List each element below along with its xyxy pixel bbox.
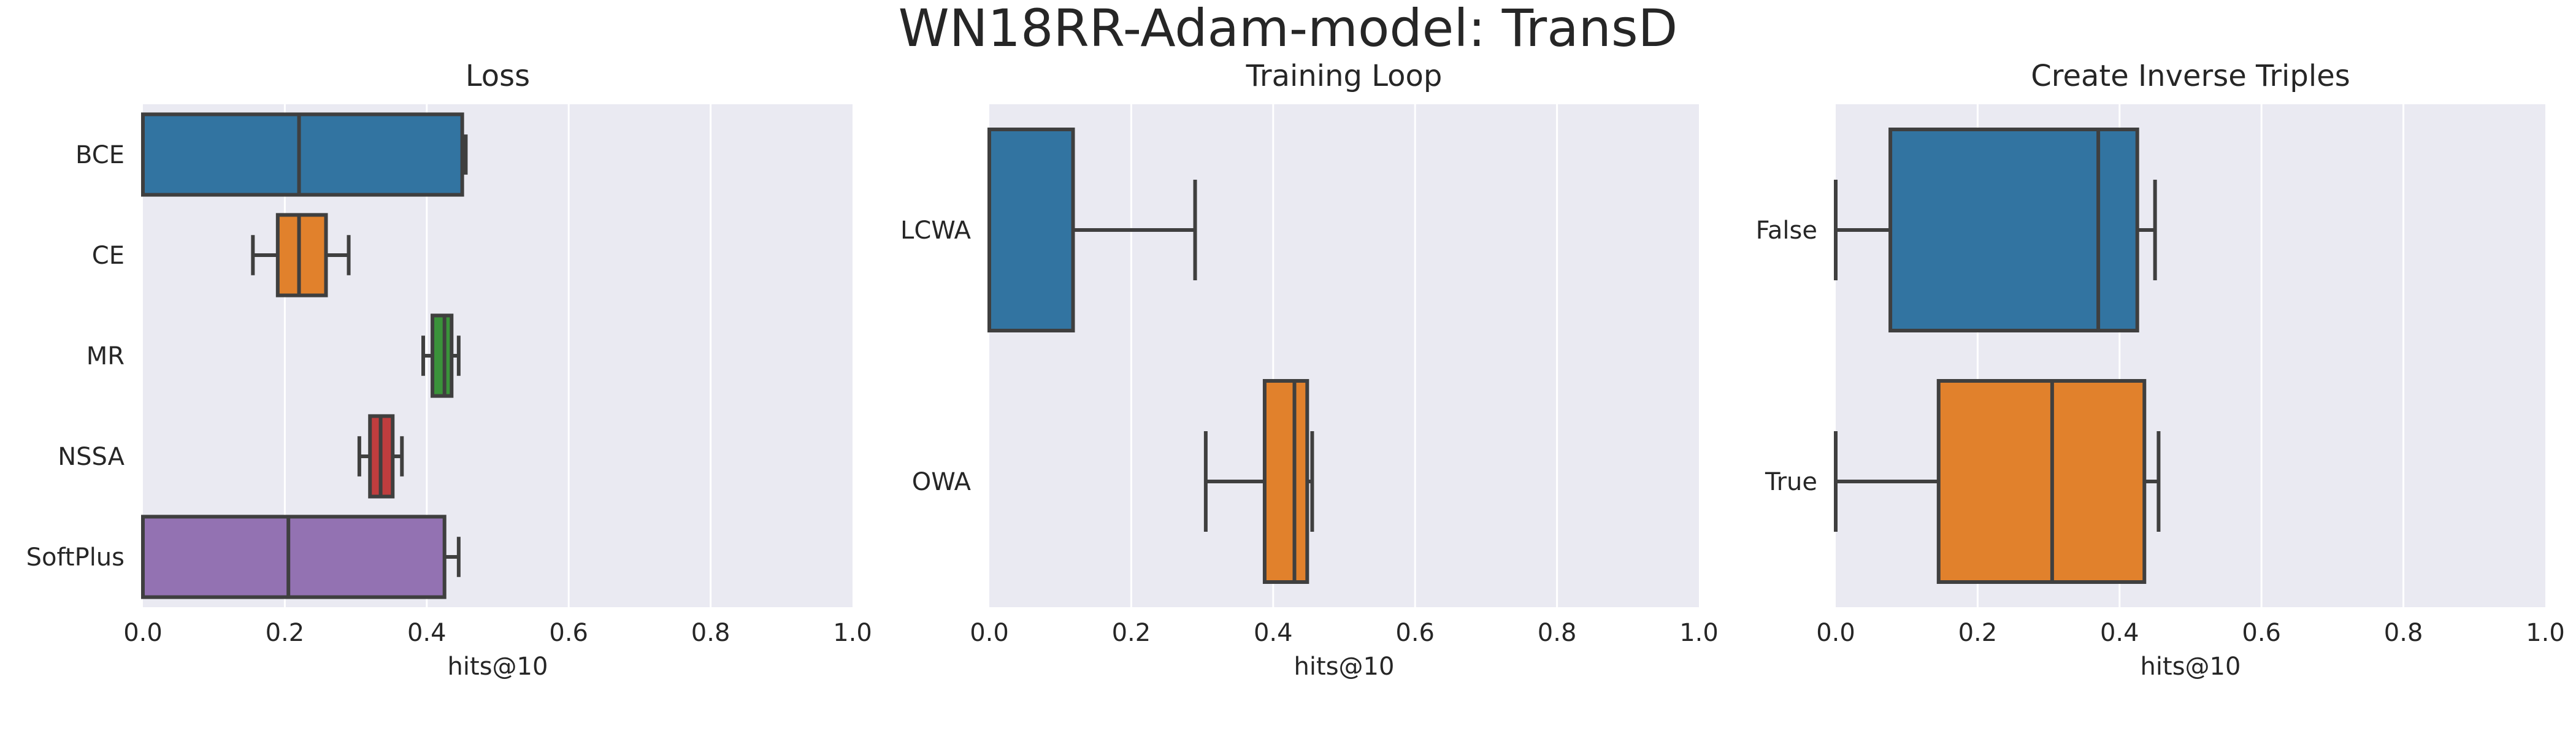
plot-area	[989, 104, 1699, 607]
box-group-mr: MR	[86, 313, 461, 398]
x-tick-label: 0.6	[1395, 619, 1435, 647]
x-tick-label: 0.6	[549, 619, 588, 647]
box-true	[1936, 379, 2147, 584]
box-group-nssa: NSSA	[58, 414, 404, 499]
box-group-bce: BCE	[75, 112, 468, 197]
box-bce	[141, 112, 464, 197]
x-tick-label: 0.0	[1816, 619, 1855, 647]
y-tick-label: OWA	[912, 468, 972, 496]
chart-panel-1: 0.0 0.2 0.4 0.6 0.8 1.0 hits@10 Loss BCE CE MR NSSA…	[26, 59, 872, 681]
box-softplus	[141, 515, 447, 599]
x-tick-label: 0.8	[2384, 619, 2423, 647]
y-tick-label: CE	[92, 242, 125, 270]
box-group-softplus: SoftPlus	[26, 515, 461, 599]
x-tick-label: 0.2	[266, 619, 305, 647]
box-false	[1888, 128, 2139, 332]
chart-panel-2: 0.0 0.2 0.4 0.6 0.8 1.0 hits@10 Training Loop LC…	[900, 59, 1719, 681]
x-tick-label: 0.2	[1112, 619, 1151, 647]
box-lcwa	[987, 128, 1075, 332]
chart-title: Create Inverse Triples	[2031, 59, 2350, 93]
y-tick-label: True	[1765, 468, 1817, 496]
x-tick-label: 1.0	[1679, 619, 1719, 647]
x-tick-label: 0.6	[2242, 619, 2281, 647]
box-mr	[431, 313, 454, 398]
x-tick-label: 0.4	[2100, 619, 2139, 647]
x-tick-label: 0.4	[407, 619, 447, 647]
x-axis-label: hits@10	[448, 653, 548, 681]
x-axis-label: hits@10	[2141, 653, 2241, 681]
x-tick-label: 0.2	[1958, 619, 1998, 647]
box-group-true: True	[1765, 379, 2161, 584]
chart-title: Loss	[466, 59, 530, 93]
x-tick-label: 1.0	[2526, 619, 2565, 647]
y-tick-label: SoftPlus	[26, 543, 125, 572]
box-ce	[275, 213, 328, 297]
y-tick-label: MR	[86, 342, 125, 370]
x-tick-label: 0.8	[691, 619, 730, 647]
chart-title: Training Loop	[1246, 59, 1443, 93]
x-axis-label: hits@10	[1294, 653, 1395, 681]
x-tick-label: 0.0	[123, 619, 163, 647]
panels: 0.0 0.2 0.4 0.6 0.8 1.0 hits@10 Loss BCE CE MR NSSA…	[26, 59, 2565, 681]
y-tick-label: False	[1756, 217, 1817, 245]
box-group-ce: CE	[92, 213, 351, 297]
box-group-false: False	[1756, 128, 2157, 332]
y-tick-label: LCWA	[900, 217, 972, 245]
x-tick-label: 0.4	[1254, 619, 1293, 647]
x-tick-label: 0.8	[1538, 619, 1577, 647]
box-owa	[1262, 379, 1309, 584]
chart-panel-3: 0.0 0.2 0.4 0.6 0.8 1.0 hits@10 Create Inverse …	[1756, 59, 2565, 681]
x-tick-label: 0.0	[970, 619, 1009, 647]
y-tick-label: BCE	[75, 141, 125, 169]
x-tick-label: 1.0	[833, 619, 872, 647]
y-tick-label: NSSA	[58, 443, 125, 471]
box-group-lcwa: LCWA	[900, 128, 1197, 332]
box-group-owa: OWA	[912, 379, 1314, 584]
figure-title: WN18RR-Adam-model: TransD	[899, 0, 1678, 58]
